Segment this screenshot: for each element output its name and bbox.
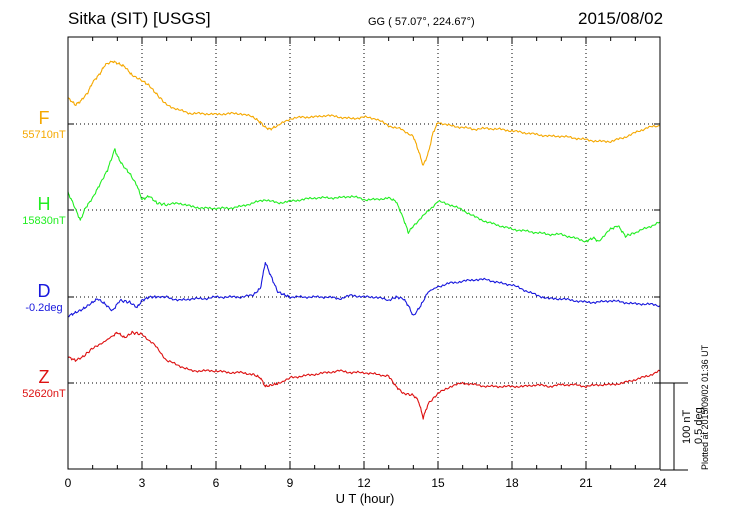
trace-h [67, 148, 661, 243]
chart-grid [68, 37, 660, 469]
x-tick-label: 0 [65, 476, 72, 490]
component-baseline-value: 15830nT [22, 215, 66, 227]
component-label-d: D -0.2deg [4, 281, 84, 314]
x-tick-label: 6 [213, 476, 220, 490]
x-tick-label: 9 [287, 476, 294, 490]
chart-traces [67, 60, 661, 420]
geographic-coords: GG ( 57.07°, 224.67°) [368, 16, 475, 28]
x-axis-ticks: 0 3 6 9 12 15 18 21 24 [65, 37, 667, 490]
trace-d [67, 261, 661, 318]
plotted-timestamp: Plotted at 2015/09/02 01:36 UT [700, 344, 710, 470]
station-title: Sitka (SIT) [USGS] [68, 9, 211, 28]
x-tick-label: 12 [357, 476, 371, 490]
component-name: H [37, 194, 51, 214]
x-tick-label: 15 [431, 476, 445, 490]
component-baseline-value: -0.2deg [25, 302, 63, 314]
trace-z [67, 330, 661, 420]
date-label: 2015/08/02 [578, 9, 664, 28]
scale-bar [660, 382, 688, 471]
component-label-z: Z 52620nT [4, 367, 84, 400]
component-name: F [38, 108, 50, 128]
component-baseline-value: 52620nT [22, 388, 66, 400]
component-name: Z [38, 367, 50, 387]
x-tick-label: 18 [505, 476, 519, 490]
x-tick-label: 24 [653, 476, 667, 490]
trace-f [67, 60, 660, 166]
component-name: D [37, 281, 51, 301]
x-axis-label: U T (hour) [336, 491, 395, 506]
x-tick-label: 3 [139, 476, 146, 490]
component-label-f: F 55710nT [4, 108, 84, 141]
component-label-h: H 15830nT [4, 194, 84, 227]
x-tick-label: 21 [579, 476, 593, 490]
component-baseline-value: 55710nT [22, 129, 66, 141]
